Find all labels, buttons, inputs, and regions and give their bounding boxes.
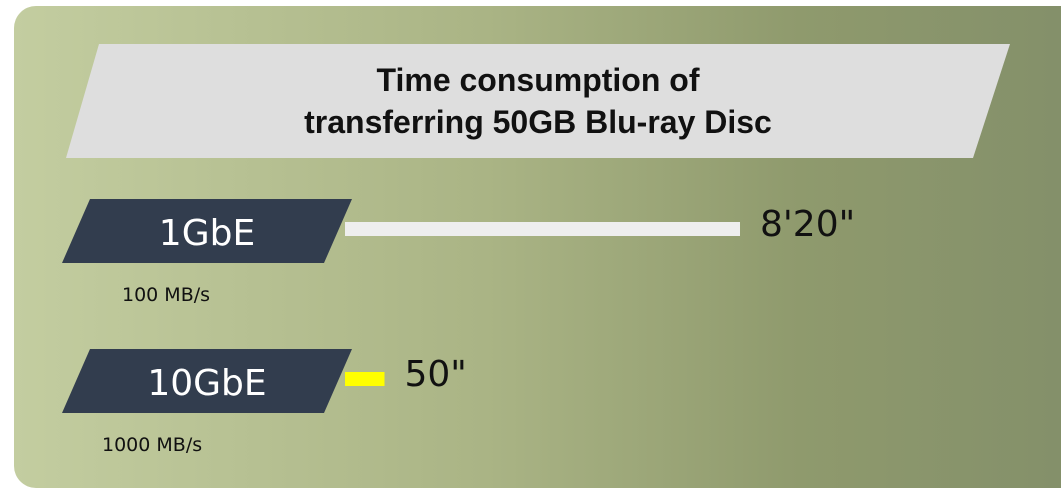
category-label-1gbe: 1GbE bbox=[159, 213, 255, 254]
bar-1gbe bbox=[345, 222, 740, 236]
title-banner: Time consumption of transferring 50GB Bl… bbox=[66, 44, 1010, 158]
category-tag-10gbe bbox=[62, 349, 352, 413]
chart-title: Time consumption of transferring 50GB Bl… bbox=[304, 62, 772, 140]
value-label-1gbe: 8'20" bbox=[760, 204, 855, 245]
category-label-10gbe: 10GbE bbox=[147, 363, 266, 404]
value-label-10gbe: 50" bbox=[405, 354, 467, 395]
title-banner-shape bbox=[66, 44, 1010, 158]
category-tag-1gbe bbox=[62, 199, 352, 263]
rate-label-10gbe: 1000 MB/s bbox=[102, 434, 202, 456]
rate-label-1gbe: 100 MB/s bbox=[122, 284, 210, 306]
bar-10gbe bbox=[345, 372, 385, 386]
